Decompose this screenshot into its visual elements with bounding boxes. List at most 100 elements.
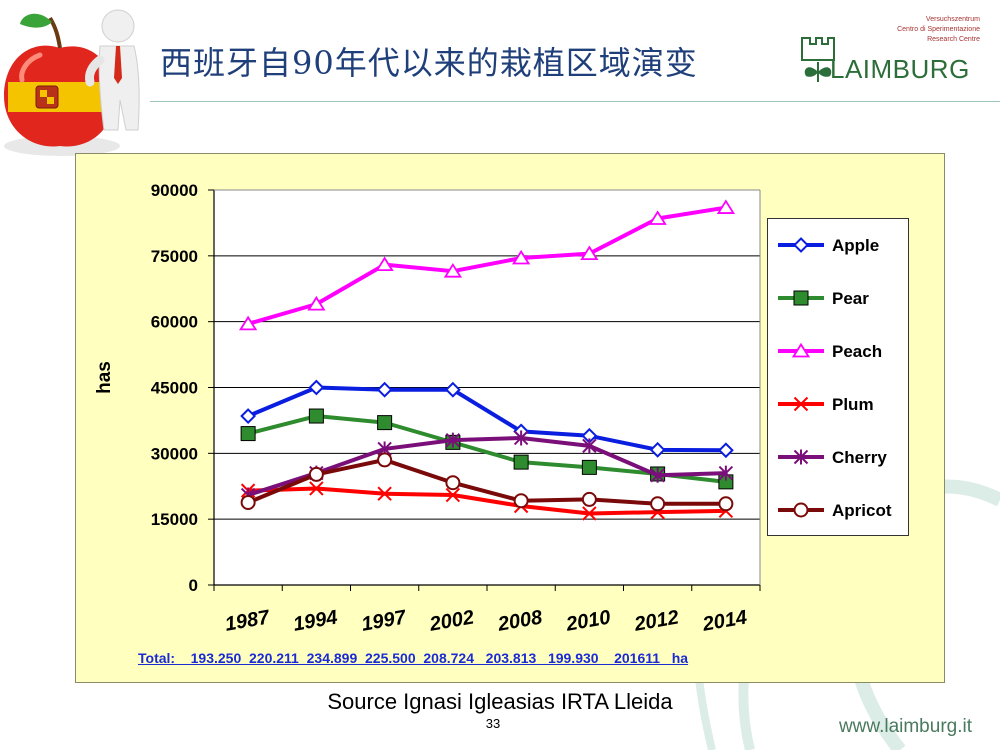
legend-label-plum: Plum [832,395,874,414]
data-point-apricot [513,493,529,509]
y-tick-label: 45000 [151,379,198,398]
logo-subtitle-line-3: Research Centre [927,36,980,43]
legend-marker-apple [793,237,809,253]
legend-swatch-plum [778,396,824,412]
series-peach [239,199,735,331]
logo-subtitle-line-1: Versuchszentrum [925,16,980,23]
legend-item-pear: Pear [774,287,906,309]
legend-label-apricot: Apricot [832,501,892,520]
data-point-apple [376,381,393,398]
data-point-pear [308,408,324,424]
data-point-apple [240,408,257,424]
y-tick-label: 30000 [151,444,198,463]
series-pear [240,408,734,490]
data-point-cherry [718,465,734,481]
y-axis-title: has [94,361,115,394]
data-point-plum [445,487,461,503]
series-apple [240,379,734,459]
slide-title: 西班牙自90年代以来的栽植区域演变 [160,44,698,82]
x-tick-label: 1994 [292,606,340,635]
data-point-pear [377,415,393,431]
data-point-apricot [581,491,597,507]
legend-swatch-apple [778,237,824,253]
y-tick-label: 60000 [151,313,198,332]
x-tick-label: 1997 [360,606,409,636]
data-point-apricot [650,496,666,512]
data-point-apple [444,381,461,398]
series-line-pear [247,414,727,484]
source-caption: Source Ignasi Igleasias IRTA Lleida [327,689,673,714]
data-point-apricot [377,452,393,468]
legend-marker-peach [791,342,811,358]
legend-swatch-cherry [778,449,824,465]
y-tick-label: 15000 [151,510,198,529]
legend-marker-pear [793,290,809,306]
laimburg-logo: Versuchszentrum Centro di Sperimentazion… [800,14,980,84]
series-apricot [240,452,734,512]
legend-label-apple: Apple [832,236,880,255]
x-tick-label: 1987 [223,606,272,636]
data-point-peach [512,249,531,265]
website-link[interactable]: www.laimburg.it [838,716,972,737]
legend-item-peach: Peach [774,340,906,362]
data-point-peach [375,256,394,272]
data-point-cherry [513,430,529,446]
data-point-pear [513,454,529,470]
data-point-peach [648,210,667,225]
logo-subtitle-line-2: Centro di Sperimentazione [897,26,980,33]
legend-swatch-apricot [778,502,824,518]
data-point-pear [240,426,256,442]
series-line-apricot [247,457,726,506]
data-point-apple [717,442,734,459]
legend-label-cherry: Cherry [832,448,887,467]
data-point-apricot [718,496,734,512]
series-line-apple [247,385,726,453]
legend-swatch-peach [778,342,824,358]
data-point-cherry [445,432,461,448]
data-point-apple [308,379,325,396]
x-tick-label: 2008 [495,606,544,636]
data-point-apple [649,441,666,458]
logo-wordmark: LAIMBURG [830,54,970,84]
castle-leaf-icon [801,37,835,82]
x-tick-label: 2012 [632,606,681,636]
data-point-peach [307,295,326,311]
legend-label-peach: Peach [832,342,883,361]
data-point-apricot [445,475,461,491]
legend-marker-plum [793,396,809,412]
series-line-plum [248,486,726,516]
data-point-apricot [240,494,256,510]
y-tick-label: 75000 [151,247,198,266]
y-tick-label: 0 [189,576,198,595]
y-tick-label: 90000 [151,181,198,200]
data-point-plum [309,481,324,496]
data-point-plum [377,486,392,501]
x-tick-label: 2010 [564,606,613,636]
legend-marker-cherry [793,449,809,465]
data-point-plum [582,506,597,521]
data-point-peach [443,262,462,278]
data-point-cherry [582,438,597,454]
legend-swatch-pear [778,290,824,306]
totals-line: Total: 193.250 220.211 234.899 225.500 2… [138,650,689,666]
data-point-peach [716,199,735,214]
spain-apple-mascot [4,9,140,156]
legend-item-plum: Plum [774,393,906,415]
series-line-cherry [247,435,726,497]
title-divider [150,101,1000,102]
x-tick-label: 2014 [700,606,749,636]
legend-label-pear: Pear [832,289,869,308]
data-point-pear [581,459,597,475]
data-point-apricot [308,466,324,482]
legend-item-cherry: Cherry [774,446,906,468]
x-tick-label: 2002 [427,606,476,636]
data-point-peach [239,315,258,331]
page-number: 33 [485,716,501,731]
series-line-peach [247,205,727,326]
chart-legend: Apple Pear Peach Plum Cherry Apricot [767,218,909,536]
legend-marker-apricot [793,502,809,518]
data-point-peach [580,245,599,261]
legend-item-apricot: Apricot [774,499,906,521]
data-point-cherry [650,467,665,483]
